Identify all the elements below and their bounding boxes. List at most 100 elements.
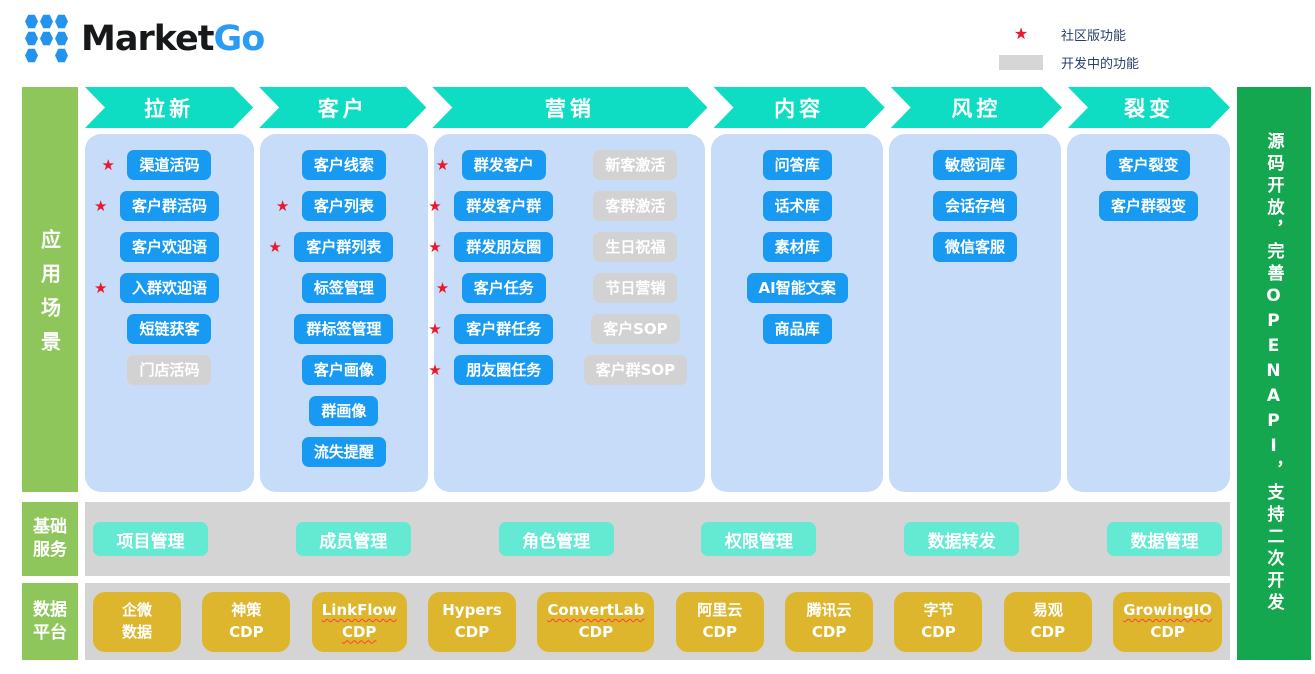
star-icon: ★ xyxy=(428,237,442,256)
feature-row: 客户SOP xyxy=(570,308,702,349)
legend-item-in-development: 开发中的功能 xyxy=(995,50,1215,74)
feature-chip: 客户群活码 ★ xyxy=(94,190,219,221)
feature-chip: 流失提醒 xyxy=(301,436,386,467)
feature-row: 客户裂变 xyxy=(1071,144,1226,185)
feature-chip: 客户裂变 xyxy=(1106,149,1191,180)
platform-chip: GrowingIO CDP xyxy=(1113,591,1222,652)
feature-row: 会话存档 xyxy=(893,185,1057,226)
feature-row: 短链获客 xyxy=(89,308,250,349)
feature-row: 节日营销 xyxy=(570,267,702,308)
platform-chip: LinkFlow CDP xyxy=(311,591,407,652)
feature-chip: 问答库 xyxy=(762,149,832,180)
feature-chip: 门店活码 xyxy=(127,354,212,385)
rail-data-platform: 数据平台 xyxy=(22,583,78,660)
platform-chip: 腾讯云 CDP xyxy=(785,591,874,652)
scenario-column-4: 问答库话术库素材库 AI智能文案 商品库 xyxy=(711,134,884,492)
stage-arrow-6: 裂变 xyxy=(1068,87,1230,128)
feature-chip: 客户群SOP xyxy=(583,354,688,385)
star-icon: ★ xyxy=(435,278,450,297)
legend: ★ 社区版功能 开发中的功能 xyxy=(995,22,1215,78)
feature-chip: 会话存档 xyxy=(933,190,1018,221)
feature-row: 客户画像 xyxy=(264,349,424,390)
diagram-body: 应用场景 基础服务 数据平台 拉新 客户 营销 内容 风控 裂变 渠道活码 ★ 客户群活码 ★ 客… xyxy=(0,87,1315,660)
feature-chip: 微信客服 xyxy=(933,231,1018,262)
logo-dots-icon xyxy=(25,14,69,64)
feature-chip: AI智能文案 xyxy=(746,272,848,303)
stage-arrow-2: 客户 xyxy=(259,87,426,128)
data-platform-strip: 企微 数据 神策 CDP LinkFlow CDP Hypers CDP ConvertLab C… xyxy=(85,583,1230,660)
feature-row: 门店活码 xyxy=(89,349,250,390)
star-icon: ★ xyxy=(435,155,450,174)
scenario-column-5: 敏感词库会话存档微信客服 xyxy=(889,134,1061,492)
feature-row: 群发客户群 ★ xyxy=(428,185,570,226)
left-rail: 应用场景 基础服务 数据平台 xyxy=(22,87,78,660)
platform-chip: Hypers CDP xyxy=(428,591,517,652)
legend-label: 开发中的功能 xyxy=(1061,56,1140,72)
service-chip: 项目管理 xyxy=(93,522,208,556)
feature-row: 入群欢迎语 ★ xyxy=(89,267,250,308)
feature-row: 客户群活码 ★ xyxy=(89,185,250,226)
feature-row: 朋友圈任务 ★ xyxy=(428,349,570,390)
feature-row: 生日祝福 xyxy=(570,226,702,267)
feature-chip: 客户欢迎语 xyxy=(119,231,219,262)
stage-arrow-5: 风控 xyxy=(891,87,1062,128)
platform-chip: 企微 数据 xyxy=(93,591,181,652)
feature-chip: 入群欢迎语 ★ xyxy=(94,272,219,303)
logo-text-go: Go xyxy=(213,19,266,59)
feature-chip: 生日祝福 xyxy=(593,231,678,262)
feature-chip: 客户画像 xyxy=(301,354,386,385)
feature-chip: 客群激活 xyxy=(593,190,678,221)
feature-row: 流失提醒 xyxy=(264,431,424,472)
star-icon: ★ xyxy=(275,196,290,215)
feature-chip: 群发客户群 ★ xyxy=(428,190,554,221)
feature-chip: 节日营销 xyxy=(593,272,678,303)
feature-row: 敏感词库 xyxy=(893,144,1057,185)
star-icon: ★ xyxy=(428,360,442,379)
scenario-column-2: 客户线索 客户列表 ★ 客户群列表 ★ 标签管理 群标签管理 客户画像 群画像 流失提醒 xyxy=(259,134,428,492)
feature-chip: 客户群任务 ★ xyxy=(428,313,554,344)
logo-wordmark: MarketGo xyxy=(81,19,266,59)
center-panel: 拉新 客户 营销 内容 风控 裂变 渠道活码 ★ 客户群活码 ★ 客户欢迎语 入群欢迎语 ★ 短链获客门… xyxy=(85,87,1231,660)
marketgo-logo: MarketGo xyxy=(25,14,266,64)
basic-services-strip: 项目管理 成员管理 角色管理 权限管理 数据转发 数据管理 xyxy=(85,502,1230,576)
service-chip: 权限管理 xyxy=(701,522,817,556)
platform-chip: 易观 CDP xyxy=(1003,591,1092,652)
page-header: MarketGo ★ 社区版功能 开发中的功能 xyxy=(0,0,1315,87)
feature-row: AI智能文案 xyxy=(715,267,879,308)
feature-chip: 群发客户 ★ xyxy=(436,149,546,180)
stage-arrow-3: 营销 xyxy=(432,87,707,128)
feature-row: 群发客户 ★ xyxy=(436,144,570,185)
right-rail-open-source: 源码开放，完善OPENAPI，支持二次开发 xyxy=(1237,87,1311,660)
feature-chip: 商品库 xyxy=(762,313,832,344)
feature-chip: 素材库 xyxy=(762,231,832,262)
feature-row: 客户群SOP xyxy=(570,349,702,390)
platform-chip: 阿里云 CDP xyxy=(675,591,764,652)
scenario-column-6: 客户裂变 客户群裂变 xyxy=(1066,134,1231,492)
star-icon: ★ xyxy=(93,278,108,297)
feature-chip: 敏感词库 xyxy=(933,149,1018,180)
star-icon: ★ xyxy=(428,319,442,338)
columns-row: 渠道活码 ★ 客户群活码 ★ 客户欢迎语 入群欢迎语 ★ 短链获客 门店活码 客户线索 客户列表 ★ 客… xyxy=(85,134,1231,492)
rail-basic-services: 基础服务 xyxy=(22,502,78,576)
platform-chip: 神策 CDP xyxy=(202,591,291,652)
feature-chip: 客户任务 ★ xyxy=(436,272,546,303)
service-chip: 角色管理 xyxy=(498,522,614,556)
feature-row: 客户列表 ★ xyxy=(264,185,424,226)
feature-row: 话术库 xyxy=(715,185,879,226)
legend-item-community: ★ 社区版功能 xyxy=(995,22,1215,46)
feature-row: 问答库 xyxy=(715,144,879,185)
feature-row: 客户群任务 ★ xyxy=(428,308,570,349)
rail-application-scenarios: 应用场景 xyxy=(22,87,78,492)
feature-row: 标签管理 xyxy=(264,267,424,308)
feature-chip: 客户群列表 ★ xyxy=(268,231,394,262)
star-icon: ★ xyxy=(268,237,282,256)
red-star-icon: ★ xyxy=(1013,24,1029,43)
feature-chip: 短链获客 xyxy=(127,313,212,344)
feature-row: 客户群列表 ★ xyxy=(264,226,424,267)
feature-chip: 群发朋友圈 ★ xyxy=(428,231,554,262)
feature-row: 商品库 xyxy=(715,308,879,349)
feature-chip: 客户SOP xyxy=(591,313,680,344)
feature-row: 群发朋友圈 ★ xyxy=(428,226,570,267)
feature-row: 群标签管理 xyxy=(264,308,424,349)
legend-label: 社区版功能 xyxy=(1061,28,1127,44)
